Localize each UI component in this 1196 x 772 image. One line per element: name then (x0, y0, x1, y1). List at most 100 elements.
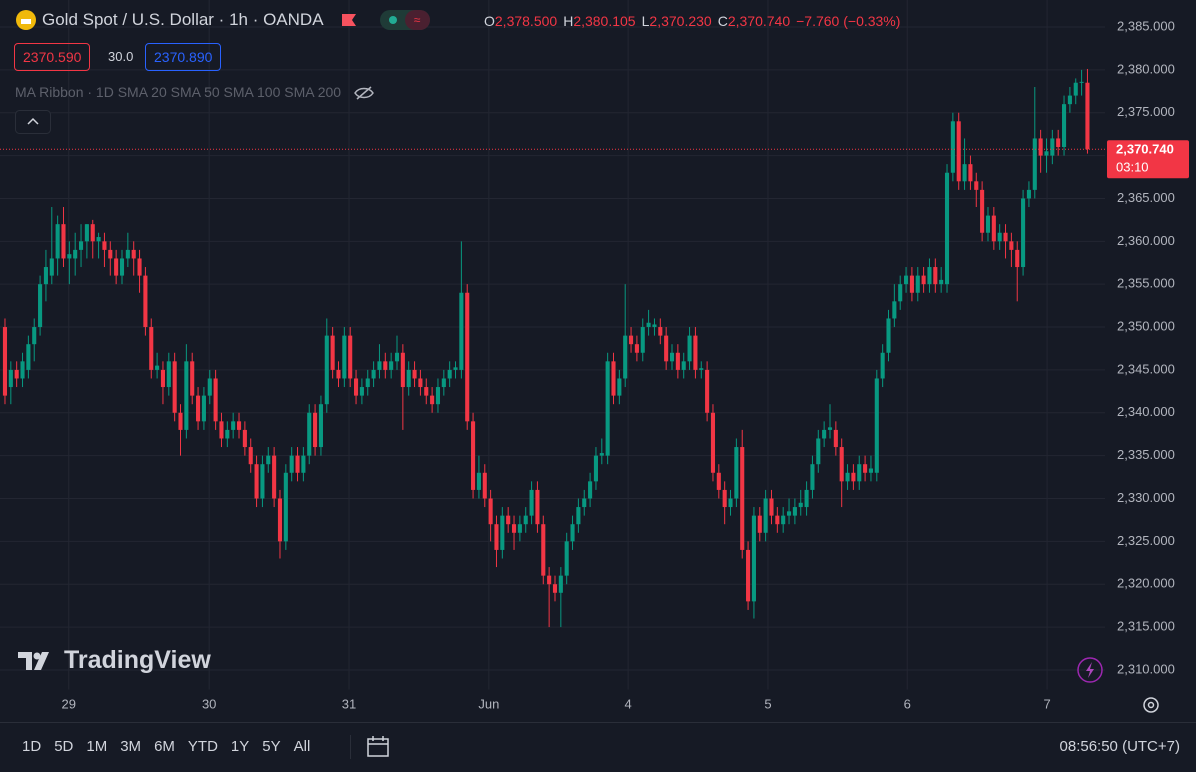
candle-body (640, 327, 645, 353)
date-range-button[interactable] (365, 735, 391, 759)
candle-body (359, 387, 364, 396)
symbol-header[interactable]: Gold Spot / U.S. Dollar · 1h · OANDA ≈ (16, 10, 430, 30)
ohlc-item: O2,378.500 (484, 13, 557, 29)
range-button[interactable]: 1M (86, 738, 108, 755)
candle-body (301, 455, 306, 473)
candle-body (494, 524, 499, 550)
candle-body (20, 361, 25, 379)
ohlc-value: 2,378.500 (494, 13, 558, 29)
candle-body (646, 322, 651, 328)
candle-body (968, 164, 973, 182)
candle-body (1026, 189, 1031, 199)
candle-body (289, 455, 294, 473)
candle-body (8, 369, 13, 388)
candle-body (471, 421, 476, 490)
status-pill[interactable]: ≈ (379, 10, 430, 30)
candle-body (266, 455, 271, 465)
candle-body (880, 352, 885, 379)
last-price-box (1107, 140, 1189, 179)
candle-body (517, 524, 522, 533)
candle-body (511, 524, 517, 533)
bid-price[interactable]: 2370.590 (14, 43, 91, 71)
range-button[interactable]: 5D (54, 738, 74, 755)
flag-icon[interactable] (340, 12, 358, 28)
candle-body (529, 489, 534, 516)
range-button[interactable]: 1Y (230, 738, 250, 755)
candle-body (705, 369, 710, 413)
candle-body (921, 275, 926, 285)
candle-body (1021, 198, 1026, 268)
candle-body (336, 369, 341, 379)
candle-body (1003, 232, 1008, 242)
candle-body (242, 429, 247, 448)
candle-body (476, 472, 481, 490)
collapse-button[interactable] (15, 110, 51, 134)
candle-body (933, 267, 938, 285)
candle-body (14, 369, 19, 379)
clock[interactable]: 08:56:50 (UTC+7) (1059, 738, 1180, 755)
candle-body (687, 335, 692, 362)
spread: 30.0 (108, 49, 134, 64)
candle-body (523, 515, 528, 525)
candle-body (552, 584, 558, 593)
candle-body (611, 361, 616, 396)
flash-button[interactable] (1076, 656, 1104, 684)
candle-body (418, 378, 423, 388)
ohlc-value: 2,370.740 (727, 13, 791, 29)
candle-body (424, 387, 429, 396)
candle-body (389, 361, 394, 370)
x-tick-label: 29 (62, 696, 76, 711)
y-tick-label: 2,345.000 (1117, 361, 1175, 376)
svg-text:≈: ≈ (413, 13, 420, 27)
candle-body (178, 412, 183, 430)
y-tick-label: 2,335.000 (1117, 447, 1175, 462)
range-button[interactable]: 6M (154, 738, 175, 755)
candle-body (822, 429, 827, 439)
y-tick-label: 2,330.000 (1117, 490, 1175, 505)
candle-body (406, 369, 411, 388)
x-tick-label: 4 (625, 696, 632, 711)
ohlc-item: L2,370.230 (642, 13, 712, 29)
candle-body (272, 455, 277, 499)
candle-body (541, 524, 546, 576)
candle-body (61, 224, 66, 259)
candle-body (664, 335, 669, 362)
candle-body (137, 258, 142, 276)
ohlc-value: 2,370.230 (649, 13, 712, 29)
ohlc-key: L (641, 13, 650, 29)
y-tick-label: 2,320.000 (1117, 576, 1175, 591)
range-button[interactable]: YTD (187, 738, 218, 755)
countdown-label: 03:10 (1116, 160, 1149, 175)
range-button[interactable]: All (293, 738, 311, 755)
indicator-label: MA Ribbon · 1D SMA 20 SMA 50 SMA 100 SMA… (15, 84, 342, 100)
candle-body (716, 472, 721, 490)
bottom-toolbar: 1D 5D 1M 3M 6M YTD 1Y 5Y All (0, 722, 1196, 772)
candle-body (1061, 104, 1067, 148)
candle-body (172, 361, 177, 413)
candle-body (781, 515, 786, 525)
x-tick-label: 7 (1043, 696, 1050, 711)
candle-body (488, 498, 493, 525)
candle-body (1009, 241, 1014, 250)
candle-body (582, 498, 587, 508)
candle-body (757, 515, 762, 533)
chart: 2,310.000 2,315.000 2,320.000 2,325.000 2,33… (0, 0, 1189, 712)
ask-price[interactable]: 2370.890 (145, 43, 222, 71)
range-button[interactable]: 1D (22, 738, 42, 755)
candle-body (617, 378, 622, 396)
settings-button[interactable] (1140, 694, 1162, 716)
indicator-legend[interactable]: MA Ribbon · 1D SMA 20 SMA 50 SMA 100 SMA… (15, 84, 375, 101)
candle-body (84, 224, 89, 242)
candle-body (991, 215, 996, 242)
candle-body (839, 447, 844, 482)
candle-body (833, 429, 838, 448)
candle-body (810, 464, 815, 490)
range-button[interactable]: 3M (120, 738, 142, 755)
candle-body (944, 172, 950, 285)
range-button[interactable]: 5Y (262, 738, 281, 755)
candle-body (236, 421, 242, 430)
candle-body (213, 378, 218, 422)
candle-body (119, 258, 125, 276)
hide-icon[interactable] (353, 85, 375, 101)
y-tick-label: 2,355.000 (1117, 276, 1175, 291)
